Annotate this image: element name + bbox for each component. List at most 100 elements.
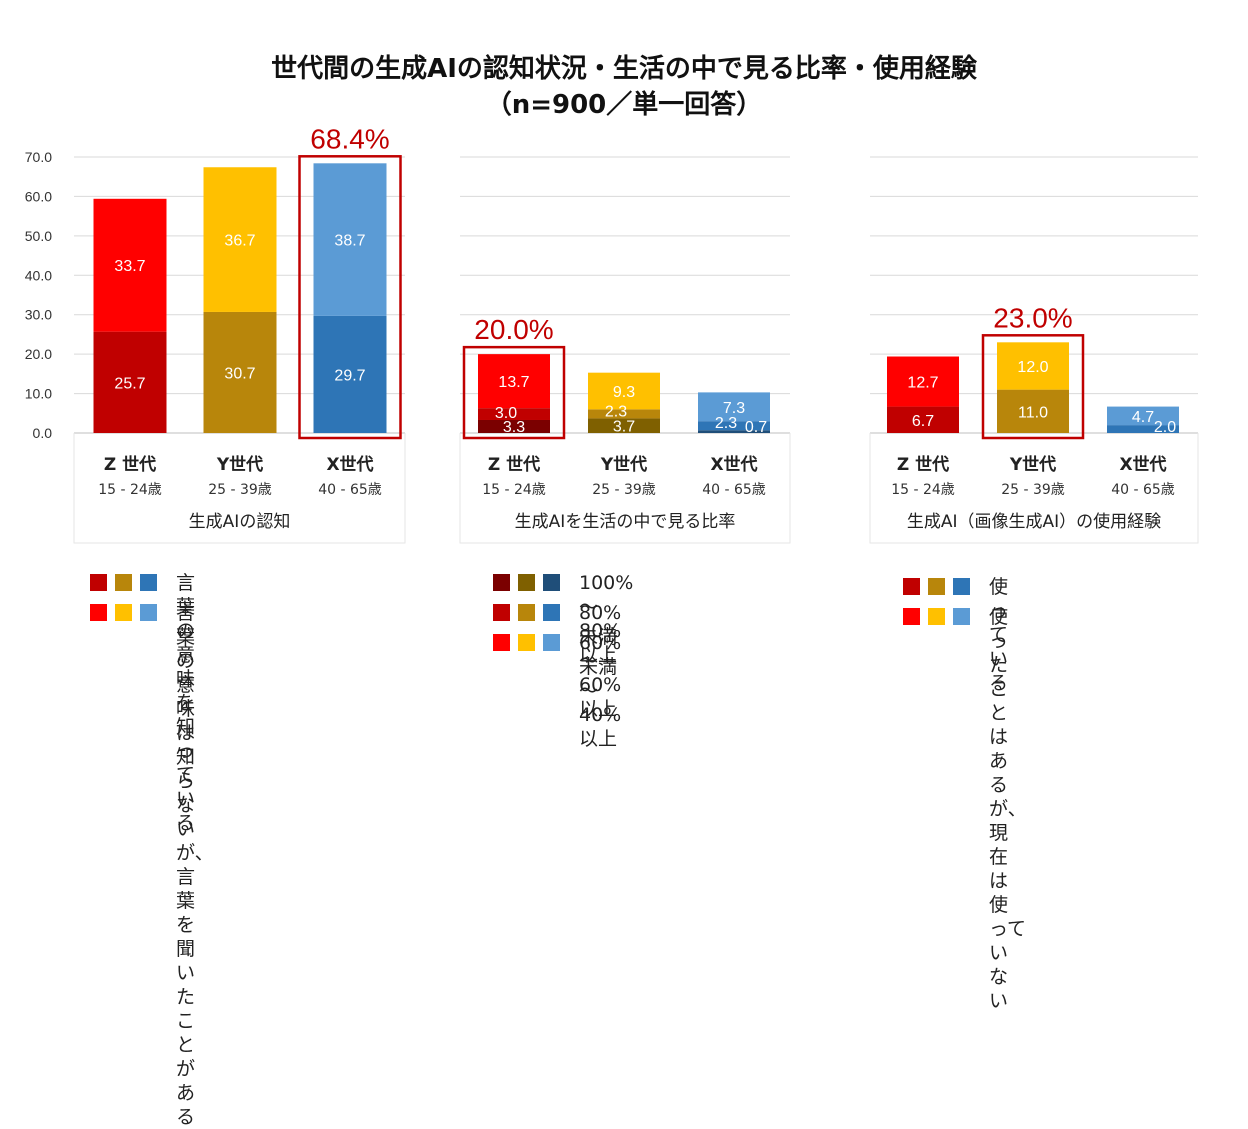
data-label: 12.0 — [1017, 359, 1048, 376]
data-label: 33.7 — [114, 258, 145, 275]
bar-segment — [588, 418, 660, 433]
y-tick-label: 20.0 — [25, 346, 52, 362]
legend-swatch — [493, 574, 510, 591]
data-label: 2.3 — [715, 415, 737, 432]
data-label: 11.0 — [1018, 404, 1048, 421]
bar-segment — [478, 419, 550, 433]
bar-segment — [1107, 406, 1179, 426]
bar-segment — [698, 430, 770, 433]
bar-segment — [203, 167, 277, 312]
legend-label: 言葉の意味は知らないが、 言葉を聞いたことがある — [176, 602, 214, 1128]
bar-segment — [93, 198, 167, 332]
chart-title: 世代間の生成AIの認知状況・生活の中で見る比率・使用経験 — [271, 54, 977, 84]
panel-label: 生成AIの認知 — [189, 512, 291, 532]
bar-segment — [887, 406, 959, 433]
category-label: Z 世代 — [104, 454, 156, 475]
highlight-total-label: 68.4% — [310, 123, 389, 154]
bar-segment — [313, 163, 387, 316]
legend-swatch — [140, 604, 157, 621]
legend-swatch — [543, 574, 560, 591]
panel-label: 生成AI（画像生成AI）の使用経験 — [907, 511, 1161, 532]
legend-label: 60%未満～40%以上 — [579, 632, 622, 750]
legend-swatch — [928, 608, 945, 625]
bar-segment — [997, 389, 1069, 433]
legend-swatch — [493, 604, 510, 621]
category-age-label: 15 - 24歳 — [98, 482, 162, 498]
category-label: Y世代 — [216, 454, 263, 475]
chart-subtitle: （n=900／単一回答） — [485, 90, 763, 120]
bar-segment — [698, 392, 770, 422]
legend-swatch — [90, 604, 107, 621]
y-tick-label: 70.0 — [25, 149, 52, 165]
highlight-box — [298, 155, 402, 440]
category-age-label: 40 - 65歳 — [318, 482, 382, 498]
highlight-box — [981, 334, 1085, 440]
category-label: Y世代 — [600, 454, 647, 475]
category-age-label: 25 - 39歳 — [208, 482, 272, 498]
bar-segment — [478, 408, 550, 420]
category-age-label: 40 - 65歳 — [1111, 482, 1175, 498]
category-age-label: 15 - 24歳 — [482, 482, 546, 498]
highlight-total-label: 20.0% — [474, 314, 553, 345]
legend-label: 100%～80%以上 — [579, 572, 634, 666]
data-label: 30.7 — [224, 365, 255, 382]
data-label: 12.7 — [907, 375, 938, 392]
legend-swatch — [518, 604, 535, 621]
bar-segment — [997, 342, 1069, 390]
y-tick-label: 60.0 — [25, 188, 52, 204]
legend-swatch — [140, 574, 157, 591]
category-label: Z 世代 — [488, 454, 540, 475]
data-label: 3.0 — [495, 405, 517, 422]
y-tick-label: 50.0 — [25, 228, 52, 244]
bar-segment — [887, 356, 959, 407]
category-label: Y世代 — [1009, 454, 1056, 475]
data-label: 13.7 — [498, 374, 529, 391]
highlight-total-label: 23.0% — [993, 302, 1072, 333]
data-label: 0.7 — [745, 419, 767, 436]
category-label: X世代 — [1119, 454, 1166, 475]
legend-swatch — [928, 578, 945, 595]
category-age-label: 25 - 39歳 — [1001, 482, 1065, 498]
data-label: 38.7 — [334, 233, 365, 250]
category-frame — [459, 433, 791, 544]
y-tick-label: 40.0 — [25, 267, 52, 283]
data-label: 7.3 — [723, 400, 745, 417]
bar-segment — [93, 331, 167, 433]
category-age-label: 25 - 39歳 — [592, 482, 656, 498]
legend-swatch — [518, 634, 535, 651]
panel-label: 生成AIを生活の中で見る比率 — [515, 512, 736, 532]
legend-swatch — [953, 578, 970, 595]
highlight-box — [462, 345, 566, 440]
category-label: X世代 — [326, 454, 373, 475]
legend-swatch — [903, 608, 920, 625]
data-label: 29.7 — [334, 367, 365, 384]
bar-segment — [698, 421, 770, 431]
y-tick-label: 0.0 — [33, 425, 53, 441]
legend-swatch — [543, 604, 560, 621]
category-label: Z 世代 — [897, 454, 949, 475]
legend-swatch — [493, 634, 510, 651]
bar-segment — [1107, 425, 1179, 433]
legend-swatch — [518, 574, 535, 591]
bar-segment — [313, 315, 387, 433]
data-label: 9.3 — [613, 384, 635, 401]
bar-segment — [588, 409, 660, 419]
data-label: 6.7 — [912, 413, 934, 430]
data-label: 3.7 — [613, 419, 635, 436]
category-age-label: 15 - 24歳 — [891, 482, 955, 498]
y-tick-label: 30.0 — [25, 307, 52, 323]
legend-swatch — [115, 604, 132, 621]
data-label: 2.3 — [605, 403, 627, 420]
data-label: 25.7 — [114, 375, 145, 392]
legend-label: 使ったことはあるが、 現在は使っていない — [989, 606, 1027, 1012]
data-label: 3.3 — [503, 419, 525, 436]
category-age-label: 40 - 65歳 — [702, 482, 766, 498]
category-frame — [869, 433, 1199, 544]
data-label: 2.0 — [1154, 419, 1176, 436]
legend-swatch — [953, 608, 970, 625]
legend-swatch — [543, 634, 560, 651]
legend-swatch — [90, 574, 107, 591]
legend-label: 使っている — [989, 576, 1009, 694]
legend-swatch — [115, 574, 132, 591]
chart-canvas: 70.0 60.0 50.0 40.0 30.0 20.0 10.0 0.0 25.7 33.7 Z… — [25, 123, 1199, 544]
